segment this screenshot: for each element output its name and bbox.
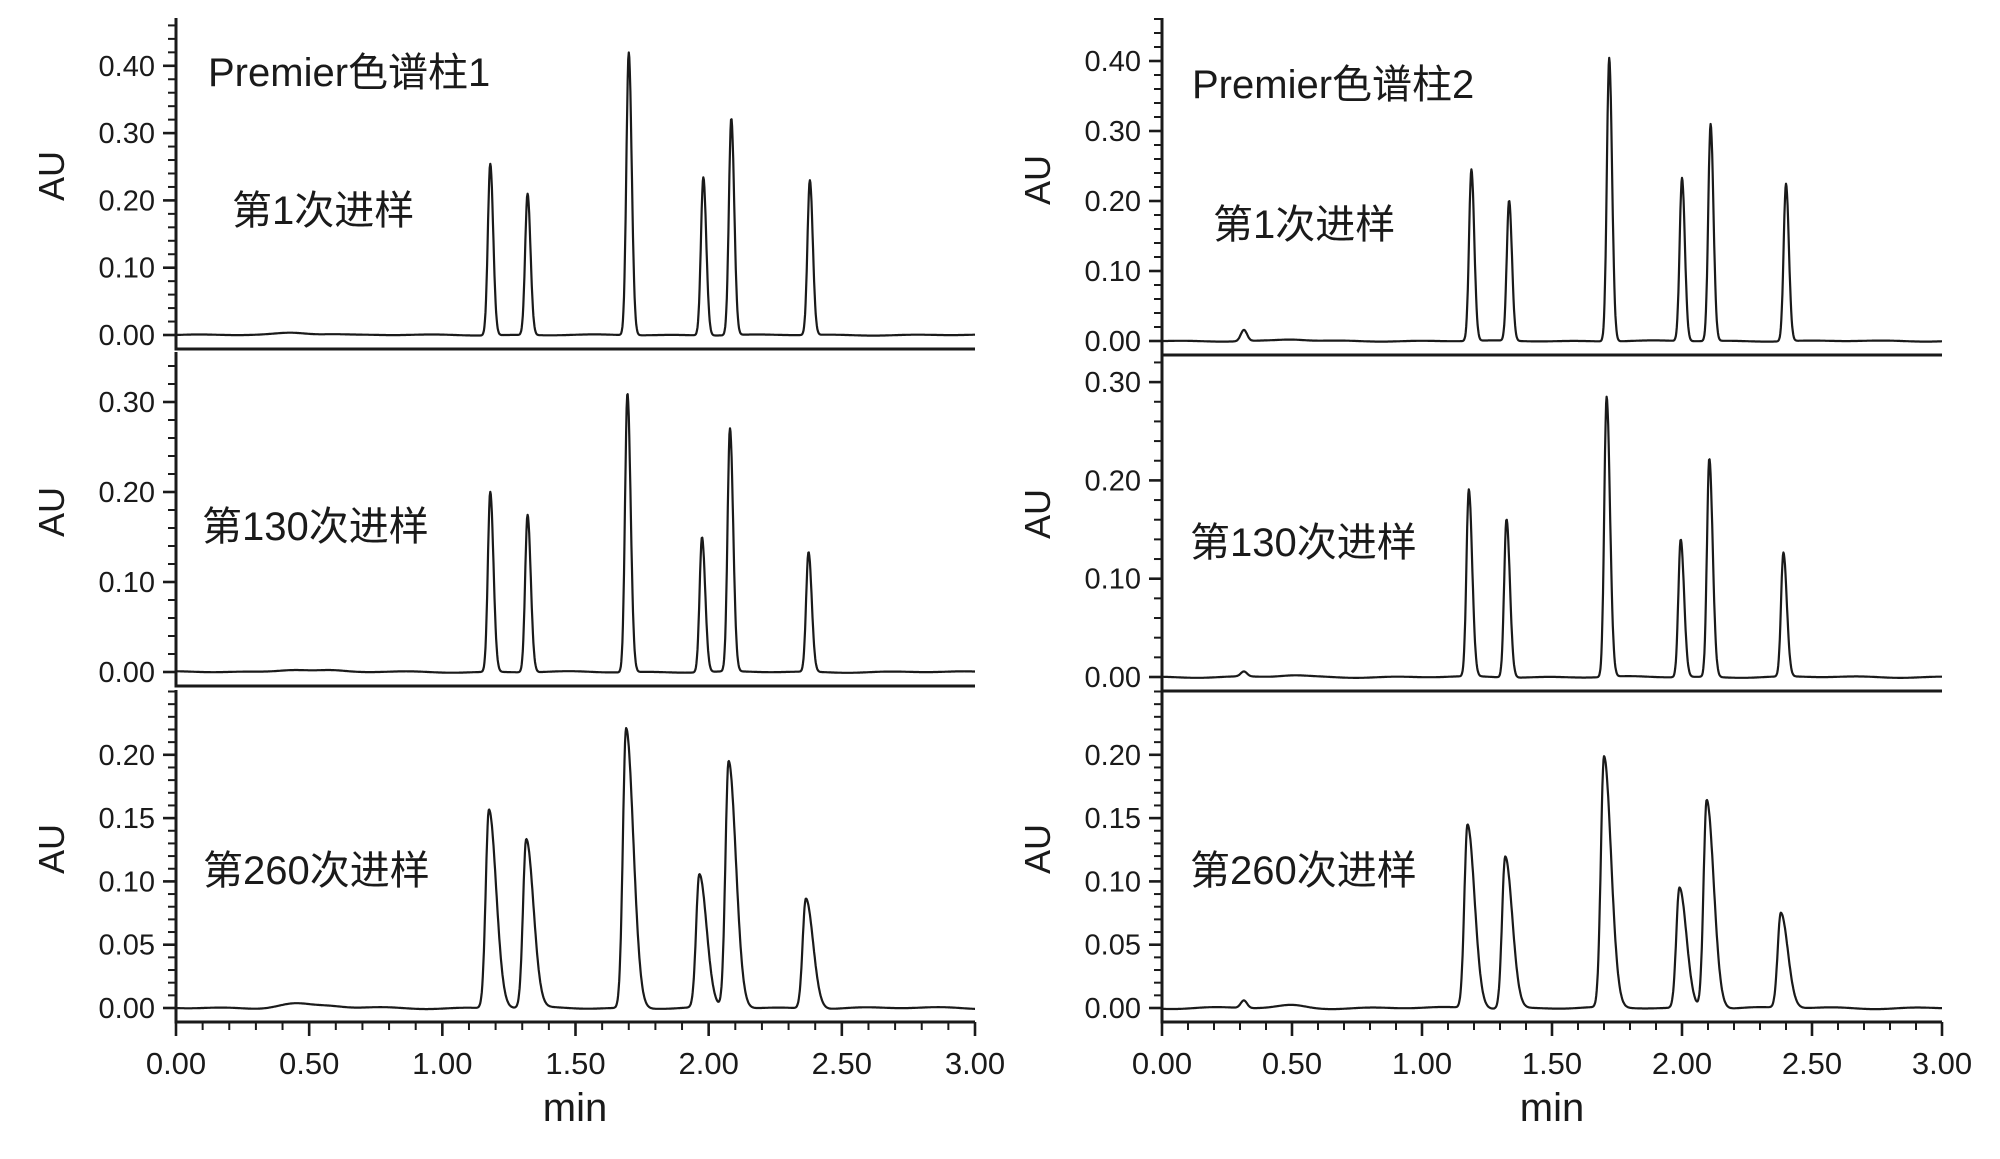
y-tick-label: 0.05 — [99, 930, 155, 962]
chromatogram-trace — [175, 51, 976, 337]
y-tick-label: 0.20 — [99, 185, 155, 217]
x-tick-label: 2.50 — [1782, 1046, 1842, 1081]
panel-column1-injection-130: 0.00 0.10 0.20 0.30 — [99, 352, 976, 689]
y-tick-label: 0.00 — [99, 993, 155, 1025]
chromatogram-trace — [1161, 395, 1943, 679]
y-tick-label: 0.10 — [99, 253, 155, 285]
x-tick-label: 0.00 — [1132, 1046, 1192, 1081]
x-tick-label: 2.00 — [678, 1046, 738, 1081]
y-tick-label: 0.10 — [1085, 256, 1141, 288]
x-tick-label: 3.00 — [1912, 1046, 1972, 1081]
y-tick-label: 0.40 — [1085, 46, 1141, 78]
y-tick-label: 0.00 — [1085, 662, 1141, 694]
y-tick-label: 0.00 — [99, 320, 155, 352]
y-tick-label: 0.20 — [1085, 465, 1141, 497]
y-tick-label: 0.20 — [1085, 186, 1141, 218]
y-tick-label: 0.20 — [99, 740, 155, 772]
sample-label-col1-inj1: 第1次进样 — [232, 189, 415, 233]
y-tick-label: 0.00 — [1085, 326, 1141, 358]
y-tick-label: 0.20 — [1085, 740, 1141, 772]
sample-label-col2-inj130: 第130次进样 — [1190, 521, 1417, 565]
y-tick-label: 0.15 — [99, 803, 155, 835]
sample-label-col1-inj130: 第130次进样 — [202, 505, 429, 549]
chromatogram-trace — [175, 727, 976, 1011]
x-tick-label: 2.00 — [1652, 1046, 1712, 1081]
x-tick-label: 0.50 — [1262, 1046, 1322, 1081]
x-tick-label: 3.00 — [945, 1046, 1005, 1081]
x-axis-title: min — [542, 1086, 608, 1130]
y-tick-label: 0.10 — [1085, 564, 1141, 596]
y-axis-title: AU — [1017, 155, 1058, 206]
chromatogram-trace — [175, 393, 976, 674]
sample-label-col2-inj1: 第1次进样 — [1213, 203, 1396, 247]
y-tick-label: 0.00 — [99, 657, 155, 689]
x-tick-label: 1.00 — [412, 1046, 472, 1081]
x-tick-label: 1.50 — [545, 1046, 605, 1081]
y-axis-title: AU — [31, 487, 72, 538]
x-tick-label: 0.50 — [279, 1046, 339, 1081]
y-tick-label: 0.30 — [99, 118, 155, 150]
panel-column2-injection-130: 0.00 0.10 0.20 0.30 — [1085, 352, 1943, 694]
sample-label-col2-inj260: 第260次进样 — [1190, 849, 1417, 893]
y-tick-label: 0.15 — [1085, 803, 1141, 835]
y-axis-title: AU — [1017, 824, 1058, 875]
y-tick-label: 0.20 — [99, 477, 155, 509]
panel-column1-injection-1: 0.00 0.10 0.20 0.30 0.40 — [99, 18, 976, 352]
x-tick-label: 1.50 — [1522, 1046, 1582, 1081]
x-axis-title: min — [1519, 1086, 1585, 1130]
y-axis-title: AU — [31, 151, 72, 202]
y-tick-label: 0.40 — [99, 51, 155, 83]
column2-title: Premier色谱柱2 — [1192, 63, 1475, 107]
x-tick-label: 2.50 — [812, 1046, 872, 1081]
y-tick-label: 0.30 — [1085, 367, 1141, 399]
y-tick-label: 0.30 — [1085, 116, 1141, 148]
panel-column2-injection-1: 0.00 0.10 0.20 0.30 0.40 — [1085, 18, 1943, 358]
x-tick-label: 0.00 — [146, 1046, 206, 1081]
y-tick-label: 0.05 — [1085, 930, 1141, 962]
y-tick-label: 0.10 — [1085, 866, 1141, 898]
y-tick-label: 0.30 — [99, 387, 155, 419]
column1-title: Premier色谱柱1 — [208, 51, 491, 95]
panel-column1-injection-260: 0.00 0.05 0.10 0.15 0.20 0.00 0.50 1.00 1.50 2.00… — [99, 690, 1005, 1081]
y-axis-title: AU — [31, 824, 72, 875]
sample-label-col1-inj260: 第260次进样 — [203, 849, 430, 893]
chromatogram-trace — [1161, 755, 1943, 1011]
chromatogram-trace — [1161, 56, 1943, 343]
y-axis-title: AU — [1017, 489, 1058, 540]
y-tick-label: 0.10 — [99, 866, 155, 898]
y-tick-label: 0.00 — [1085, 993, 1141, 1025]
x-tick-label: 1.00 — [1392, 1046, 1452, 1081]
y-tick-label: 0.10 — [99, 567, 155, 599]
panel-column2-injection-260: 0.00 0.05 0.10 0.15 0.20 0.00 0.50 1.00 1.50 2.00… — [1085, 690, 1972, 1081]
